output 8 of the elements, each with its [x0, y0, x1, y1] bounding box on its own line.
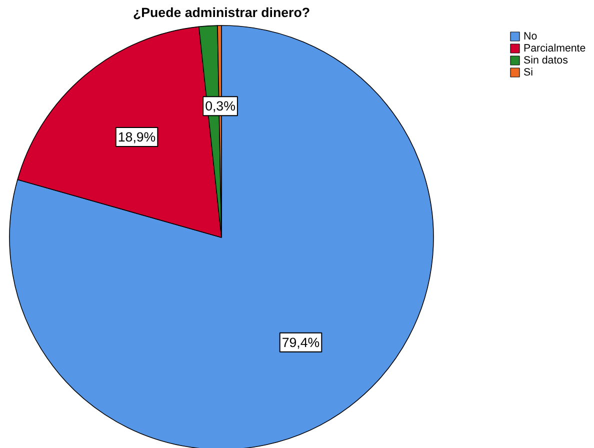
- data-label: 79,4%: [282, 334, 320, 350]
- data-label: 0,3%: [205, 98, 236, 114]
- legend-label: Sin datos: [524, 54, 568, 66]
- legend-label: Parcialmente: [524, 42, 586, 54]
- chart-title: ¿Puede administrar dinero?: [133, 5, 310, 20]
- legend-label: Si: [524, 66, 533, 78]
- legend-label: No: [524, 30, 538, 42]
- data-label: 18,9%: [118, 130, 156, 145]
